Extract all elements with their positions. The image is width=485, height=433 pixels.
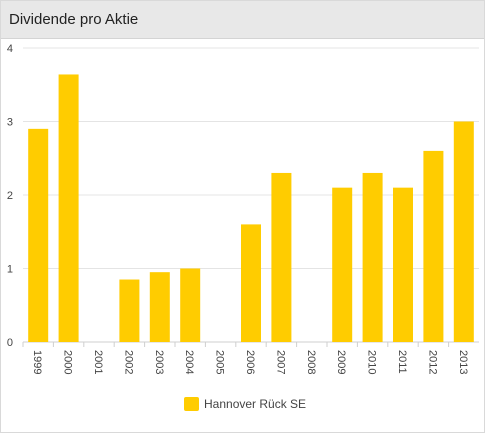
x-tick-label: 2011 [396, 350, 408, 374]
x-tick-label: 1999 [31, 350, 43, 374]
panel-header: Dividende pro Aktie [1, 1, 484, 39]
bars [28, 74, 474, 343]
y-tick-label: 4 [7, 43, 13, 55]
x-tick-label: 2003 [153, 350, 165, 374]
bar-2010[interactable] [362, 172, 383, 342]
x-tick-label: 2001 [92, 350, 104, 374]
x-tick-label: 2009 [335, 350, 347, 374]
x-tick-label: 2012 [426, 350, 438, 374]
legend-swatch [184, 397, 199, 411]
bar-1999[interactable] [28, 128, 49, 342]
bar-2002[interactable] [119, 279, 140, 342]
x-tick-label: 2010 [366, 350, 378, 374]
bar-2000[interactable] [58, 74, 79, 343]
bar-2003[interactable] [149, 272, 170, 342]
legend[interactable]: Hannover Rück SE [184, 397, 306, 411]
y-tick-label: 0 [7, 337, 13, 349]
x-tick-label: 2013 [457, 350, 469, 374]
x-tick-label: 2008 [305, 350, 317, 374]
bar-2013[interactable] [453, 121, 474, 343]
y-tick-label: 2 [7, 190, 13, 202]
x-tick-label: 2006 [244, 350, 256, 374]
bar-2004[interactable] [180, 268, 201, 343]
x-axis-ticks: 1999 2000 2001 2002 2003 2004 2005 2006 2007 2008… [22, 342, 469, 374]
x-tick-label: 2004 [183, 350, 195, 374]
bar-2009[interactable] [332, 187, 353, 342]
x-tick-label: 2007 [274, 350, 286, 374]
x-tick-label: 2005 [214, 350, 226, 374]
legend-label[interactable]: Hannover Rück SE [204, 397, 306, 411]
bar-2012[interactable] [423, 150, 444, 342]
bar-2006[interactable] [241, 224, 261, 342]
bar-2007[interactable] [271, 172, 292, 342]
y-tick-label: 1 [7, 264, 13, 276]
x-tick-label: 2000 [62, 350, 74, 374]
bar-2011[interactable] [393, 187, 413, 342]
y-tick-label: 3 [7, 117, 13, 129]
y-axis-ticks: 0 1 2 3 4 [7, 43, 13, 349]
panel-title: Dividende pro Aktie [9, 11, 139, 28]
x-tick-label: 2002 [122, 350, 134, 374]
